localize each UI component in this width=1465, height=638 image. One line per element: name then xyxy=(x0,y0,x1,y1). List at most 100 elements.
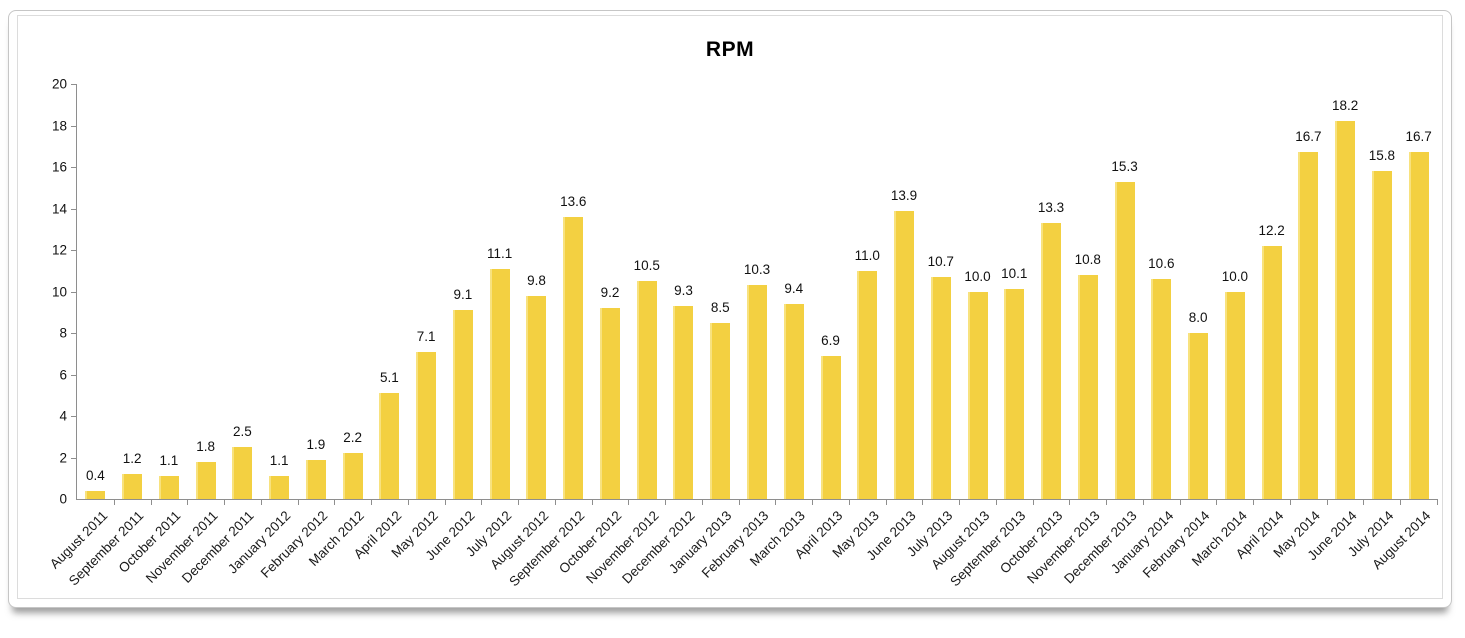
x-tick-mark xyxy=(297,499,299,505)
bar-value-label: 13.9 xyxy=(890,187,918,203)
bar xyxy=(526,295,547,499)
y-tick-mark xyxy=(71,167,77,168)
bar xyxy=(85,490,106,499)
x-tick-mark xyxy=(334,499,336,505)
x-tick-mark xyxy=(518,499,520,505)
bar xyxy=(452,310,473,499)
y-tick-mark xyxy=(71,457,77,459)
bar xyxy=(857,270,878,499)
bar xyxy=(1114,181,1135,499)
bar xyxy=(232,447,253,499)
x-tick-mark xyxy=(1326,499,1328,505)
bar-value-label: 7.1 xyxy=(416,328,436,344)
y-tick-label: 10 xyxy=(51,284,67,299)
x-tick-mark xyxy=(187,499,189,505)
x-tick-mark xyxy=(922,499,924,505)
bar-value-label: 1.1 xyxy=(269,453,289,469)
x-tick-mark xyxy=(1069,499,1071,505)
bar xyxy=(930,276,951,499)
x-tick-mark xyxy=(995,499,997,505)
bar-value-label: 10.0 xyxy=(964,268,991,284)
x-tick-mark xyxy=(1253,499,1255,505)
x-tick-mark xyxy=(1437,499,1438,505)
x-tick-mark xyxy=(701,499,703,505)
y-tick-label: 16 xyxy=(51,159,67,175)
x-tick-mark xyxy=(481,499,483,505)
y-tick-label: 12 xyxy=(51,242,67,258)
bar-value-label: 10.8 xyxy=(1074,251,1101,267)
x-tick-mark xyxy=(1216,499,1218,505)
y-tick-mark xyxy=(71,208,77,210)
bar-value-label: 13.6 xyxy=(560,193,587,209)
bar xyxy=(379,393,400,499)
bar-value-label: 10.7 xyxy=(927,253,954,269)
x-tick-mark xyxy=(150,499,152,505)
x-tick-mark xyxy=(1179,499,1181,505)
x-tick-mark xyxy=(224,499,226,505)
bar xyxy=(416,351,437,499)
bar xyxy=(563,216,584,499)
bar-value-label: 1.8 xyxy=(196,438,216,454)
bar-value-label: 15.3 xyxy=(1111,158,1138,174)
chart-frame: RPM 0 2 4 6 8 10 12 14 16 18 20 0.4 August 2011 1.2 Se… xyxy=(17,15,1443,599)
x-tick-mark xyxy=(591,499,593,505)
y-tick-mark xyxy=(71,416,77,417)
bar-value-label: 2.5 xyxy=(233,424,252,440)
bar-value-label: 9.8 xyxy=(527,272,546,288)
x-tick-mark xyxy=(1363,499,1365,505)
bar xyxy=(122,474,143,499)
bar xyxy=(1371,171,1392,499)
bar xyxy=(673,306,694,499)
x-tick-mark xyxy=(1106,499,1108,505)
bar-value-label: 1.9 xyxy=(306,436,326,452)
x-tick-mark xyxy=(665,499,667,505)
y-tick-mark xyxy=(71,84,77,85)
y-tick-mark xyxy=(71,291,77,293)
x-tick-mark xyxy=(260,499,262,505)
bar xyxy=(599,308,620,499)
bar xyxy=(1261,245,1282,499)
bar-value-label: 0.4 xyxy=(85,467,105,483)
bar-value-label: 5.1 xyxy=(380,370,399,386)
bar-value-label: 18.2 xyxy=(1331,98,1359,114)
y-tick-mark xyxy=(71,125,77,127)
x-tick-mark xyxy=(812,499,814,505)
bar-value-label: 1.1 xyxy=(159,453,179,469)
y-tick-label: 6 xyxy=(59,367,67,382)
bar xyxy=(158,476,179,499)
y-tick-mark xyxy=(71,250,77,251)
bar xyxy=(747,285,767,499)
x-tick-mark xyxy=(113,499,115,505)
bar xyxy=(783,303,804,499)
bar xyxy=(489,268,510,499)
y-tick-mark xyxy=(71,374,77,376)
bar-value-label: 9.3 xyxy=(674,283,693,299)
bar-value-label: 9.1 xyxy=(453,287,473,303)
bar-value-label: 6.9 xyxy=(821,332,840,348)
bar xyxy=(305,459,326,499)
bar-value-label: 2.2 xyxy=(343,430,363,446)
bar-value-label: 9.2 xyxy=(600,285,620,301)
bar xyxy=(710,322,731,499)
bar-value-label: 11.0 xyxy=(854,247,880,263)
x-tick-mark xyxy=(848,499,850,505)
bar-value-label: 10.1 xyxy=(1001,266,1028,282)
bar-value-label: 12.2 xyxy=(1258,222,1285,238)
bar xyxy=(894,210,915,499)
bar-value-label: 16.7 xyxy=(1295,129,1322,145)
chart-title: RPM xyxy=(705,38,755,61)
bar-value-label: 10.3 xyxy=(743,262,771,278)
bar xyxy=(269,476,290,499)
bar-value-label: 9.4 xyxy=(784,280,804,296)
bar xyxy=(1335,121,1356,499)
y-tick-label: 0 xyxy=(59,491,67,507)
bar xyxy=(1224,291,1245,499)
x-tick-mark xyxy=(554,499,556,505)
x-tick-mark xyxy=(628,499,630,505)
bar-value-label: 10.0 xyxy=(1221,268,1248,284)
x-tick-mark xyxy=(775,499,777,505)
bar xyxy=(1188,333,1209,499)
bar xyxy=(342,453,363,499)
y-tick-mark xyxy=(71,333,77,334)
x-tick-mark xyxy=(738,499,740,505)
